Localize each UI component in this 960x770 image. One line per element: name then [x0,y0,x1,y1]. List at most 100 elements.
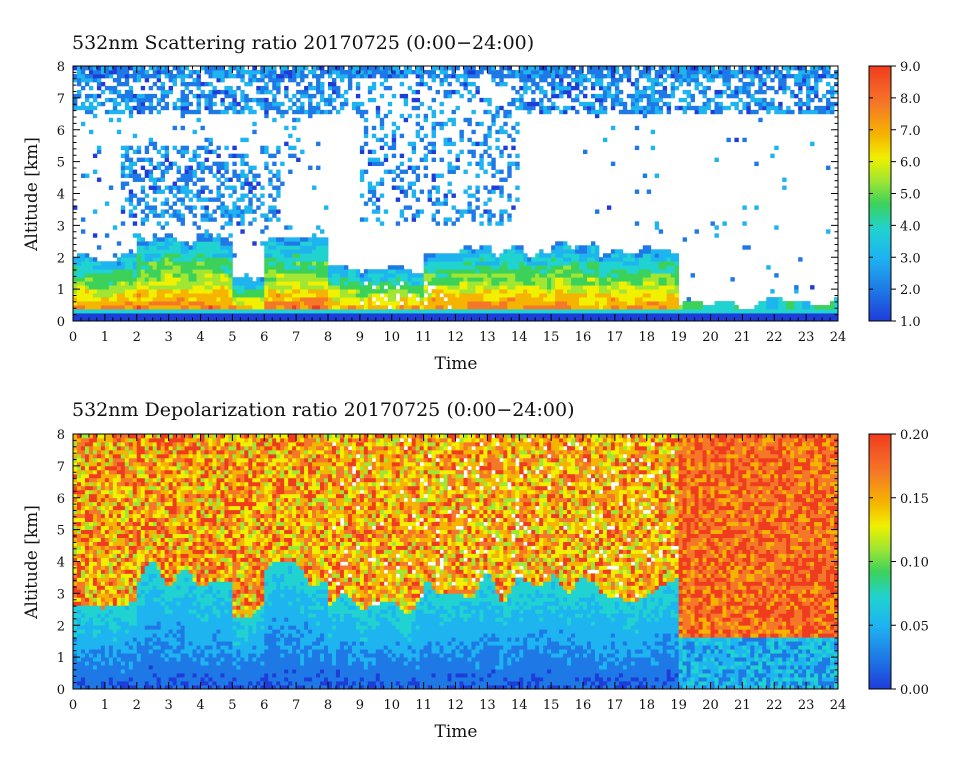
heatmap-cell [120,597,126,602]
heatmap-cell [96,589,102,594]
heatmap-cell [543,69,552,75]
heatmap-cell [144,593,162,598]
heatmap-cell [618,681,632,686]
heatmap-cell [547,289,552,294]
heatmap-cell [308,653,313,658]
heatmap-cell [120,181,130,186]
x-tick-label: 4 [196,330,204,345]
heatmap-cell [407,273,425,278]
heatmap-cell [316,273,329,278]
heatmap-cell [634,89,648,95]
heatmap-cell [73,633,78,638]
heatmap-cell [770,653,791,658]
heatmap-cell [395,593,405,598]
heatmap-cell [328,633,333,638]
heatmap-cell [551,101,556,107]
heatmap-cell [272,681,277,686]
heatmap-cell [654,225,660,230]
heatmap-cell [586,245,592,250]
heatmap-cell [710,621,715,626]
heatmap-cell [567,605,572,610]
heatmap-cell [220,285,225,290]
heatmap-cell [710,613,723,618]
heatmap-cell [459,81,464,87]
heatmap-cell [618,605,632,610]
heatmap-cell [794,81,807,87]
heatmap-cell [252,193,257,198]
heatmap-cell [439,613,448,618]
heatmap-cell [73,97,78,103]
heatmap-cell [822,93,827,99]
heatmap-cell [798,649,803,654]
heatmap-cell [758,641,767,646]
heatmap-cell [220,305,229,310]
heatmap-cell [579,301,596,306]
heatmap-cell [132,589,138,594]
heatmap-cell [120,221,126,226]
heatmap-cell [571,305,600,310]
heatmap-cell [73,593,78,598]
heatmap-cell [268,297,273,302]
heatmap-cell [88,257,94,262]
heatmap-cell [766,589,775,594]
heatmap-cell [104,653,110,658]
heatmap-cell [746,653,751,658]
heatmap-cell [312,597,317,602]
heatmap-cell [136,657,142,662]
heatmap-cell [834,609,839,614]
heatmap-cell [415,197,421,202]
heatmap-cell [268,673,273,678]
heatmap-cell [375,617,389,622]
heatmap-cell [770,289,775,294]
heatmap-cell [551,66,560,71]
heatmap-cell [188,197,193,202]
heatmap-cell [447,589,476,594]
heatmap-cell [674,285,680,290]
heatmap-cell [423,297,429,302]
heatmap-cell [192,649,197,654]
heatmap-cell [156,265,174,270]
heatmap-cell [236,661,261,666]
heatmap-cell [467,149,476,155]
heatmap-cell [399,585,405,590]
heatmap-cell [742,661,747,666]
heatmap-cell [539,101,544,107]
heatmap-cell [654,105,660,111]
heatmap-cell [124,101,130,107]
heatmap-cell [551,281,556,286]
heatmap-cell [830,661,835,666]
heatmap-cell [331,633,405,638]
heatmap-cell [363,677,377,682]
heatmap-cell [495,109,500,115]
heatmap-cell [495,257,500,262]
heatmap-cell [84,589,90,594]
heatmap-cell [339,301,361,306]
heatmap-cell [156,673,177,678]
heatmap-cell [618,289,628,294]
heatmap-cell [144,169,150,174]
heatmap-cell [228,265,233,270]
heatmap-cell [443,77,448,83]
heatmap-cell [794,93,799,99]
heatmap-cell [579,597,596,602]
colorbar-tick-label: 2.0 [900,283,921,298]
heatmap-cell [296,89,309,95]
heatmap-cell [575,245,580,250]
heatmap-cell [244,205,253,210]
heatmap-cell [276,289,281,294]
heatmap-cell [347,281,361,286]
heatmap-cell [642,609,652,614]
heatmap-cell [128,173,142,178]
heatmap-cell [339,66,345,71]
heatmap-cell [431,149,436,155]
heatmap-cell [770,77,775,83]
heatmap-cell [276,193,281,198]
heatmap-cell [571,257,580,262]
heatmap-cell [606,73,612,79]
heatmap-cell [439,125,444,131]
heatmap-cell [658,93,672,99]
heatmap-cell [762,77,767,83]
heatmap-cell [176,645,185,650]
heatmap-cell [84,97,90,103]
heatmap-cell [646,645,652,650]
